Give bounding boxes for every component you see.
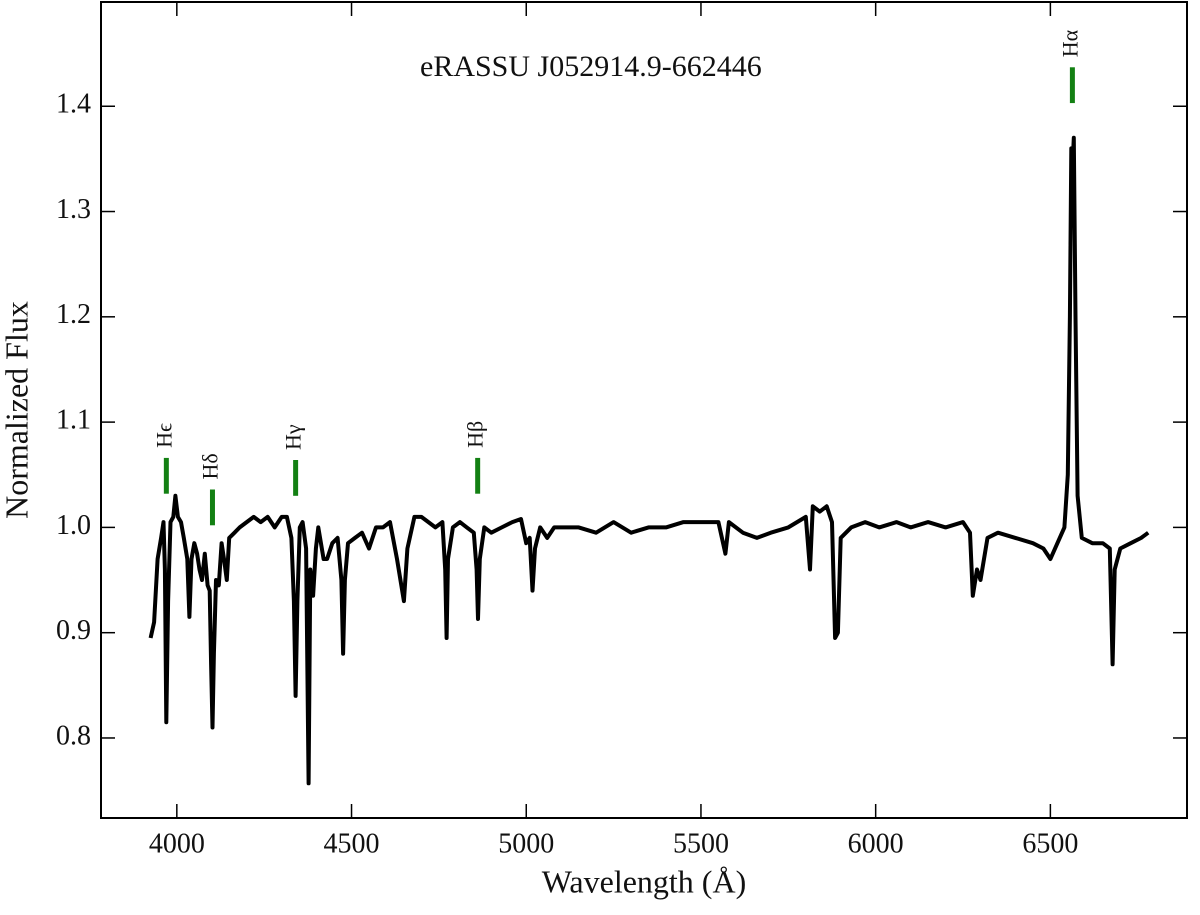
x-tick-label: 4000 bbox=[149, 828, 205, 859]
y-tick-label: 1.1 bbox=[56, 405, 91, 436]
line-label: Hβ bbox=[463, 421, 488, 448]
line-label: Hϵ bbox=[151, 423, 176, 448]
y-tick-label: 1.0 bbox=[56, 510, 91, 541]
y-tick-label: 0.8 bbox=[56, 720, 91, 751]
line-label: Hδ bbox=[198, 453, 223, 479]
chart-title: eRASSU J052914.9-662446 bbox=[420, 50, 762, 83]
x-tick-label: 4500 bbox=[324, 828, 380, 859]
spectrum-line bbox=[148, 135, 1150, 786]
line-label: Hα bbox=[1057, 29, 1082, 57]
y-tick-label: 1.3 bbox=[56, 194, 91, 225]
x-axis-label: Wavelength (Å) bbox=[542, 863, 746, 899]
plot-frame bbox=[100, 1, 1188, 819]
y-tick-label: 0.9 bbox=[56, 615, 91, 646]
x-tick-label: 6500 bbox=[1022, 828, 1078, 859]
x-tick-label: 6000 bbox=[848, 828, 904, 859]
x-tick-label: 5500 bbox=[673, 828, 729, 859]
y-tick-label: 1.2 bbox=[56, 299, 91, 330]
line-label: Hγ bbox=[281, 424, 306, 450]
y-tick-label: 1.4 bbox=[56, 89, 91, 120]
x-tick-label: 5000 bbox=[498, 828, 554, 859]
y-axis-label: Normalized Flux bbox=[0, 301, 34, 519]
